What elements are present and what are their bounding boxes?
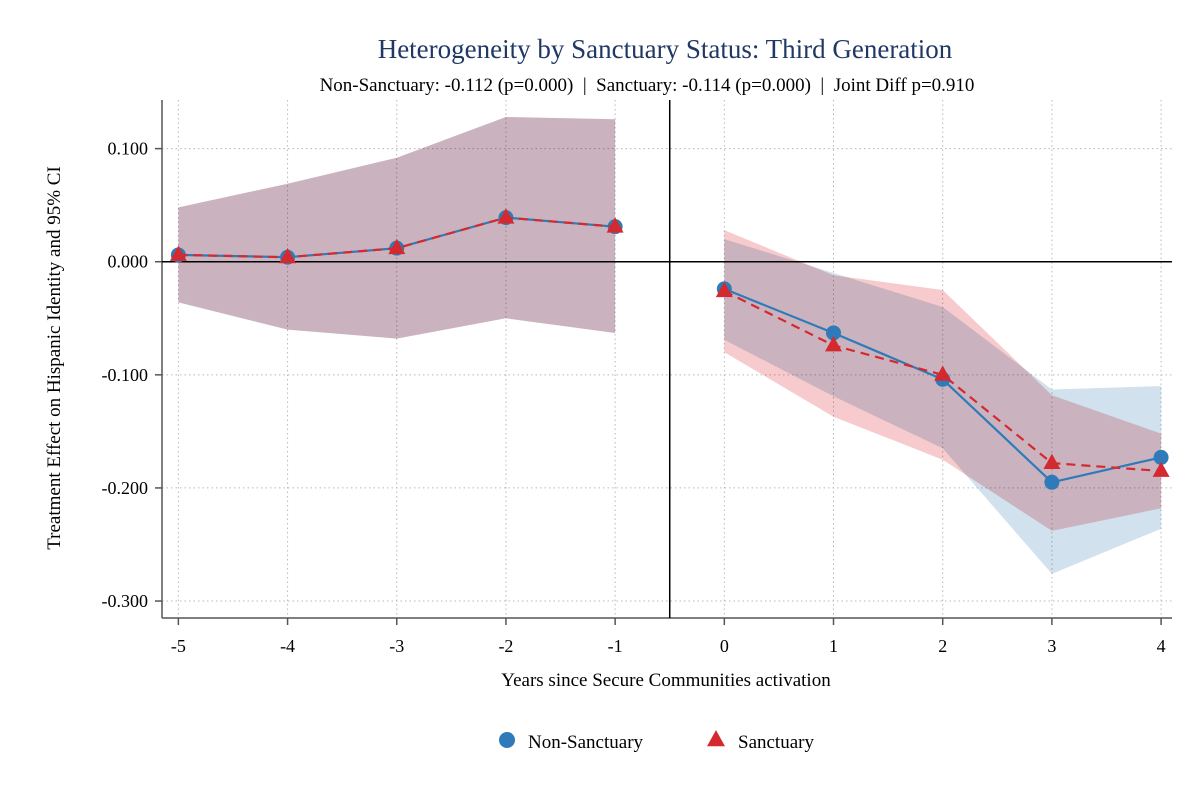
- x-tick-label-4: -1: [608, 636, 623, 656]
- legend-marker-sanctuary: [707, 730, 725, 747]
- y-tick-label-0: 0.100: [108, 139, 149, 159]
- x-tick-label-7: 2: [938, 636, 947, 656]
- y-axis-label: Treatment Effect on Hispanic Identity an…: [44, 166, 65, 550]
- point-sanctuary-1-0: [715, 281, 733, 298]
- legend: Non-Sanctuary Sanctuary: [499, 730, 814, 753]
- point-sanctuary-1-3: [1043, 453, 1061, 469]
- y-tick-label-3: -0.200: [102, 478, 149, 498]
- x-tick-label-3: -2: [498, 636, 513, 656]
- point-non-sanctuary-1-1: [826, 325, 842, 341]
- legend-marker-non-sanctuary: [499, 732, 515, 748]
- point-sanctuary-1-4: [1152, 461, 1170, 477]
- x-tick-label-9: 4: [1157, 636, 1166, 656]
- point-sanctuary-0-0: [169, 245, 187, 261]
- y-tick-label-1: 0.000: [108, 252, 149, 272]
- plot-area: 0.100 0.000 -0.100 -0.200 -0.300 -5 -4 -3 -2 -1 0 1…: [102, 100, 1172, 656]
- point-sanctuary-0-4: [606, 217, 624, 233]
- y-tick-label-4: -0.300: [102, 591, 149, 611]
- point-sanctuary-0-1: [279, 247, 297, 264]
- chart-title: Heterogeneity by Sanctuary Status: Third…: [378, 34, 953, 64]
- point-sanctuary-1-1: [825, 336, 842, 352]
- x-tick-label-2: -3: [389, 636, 404, 656]
- chart-subtitle: Non-Sanctuary: -0.112 (p=0.000) | Sanctu…: [320, 75, 975, 96]
- point-sanctuary-0-2: [388, 238, 406, 255]
- legend-label-non-sanctuary: Non-Sanctuary: [528, 732, 644, 753]
- x-tick-label-1: -4: [280, 636, 295, 656]
- ci-band-sanctuary-0: [178, 117, 616, 339]
- x-tick-label-0: -5: [171, 636, 186, 656]
- x-tick-label-8: 3: [1047, 636, 1056, 656]
- x-tick-label-6: 1: [829, 636, 838, 656]
- x-axis-label: Years since Secure Communities activatio…: [501, 670, 831, 691]
- series-line-sanctuary-1: [723, 290, 1162, 473]
- y-tick-label-2: -0.100: [102, 365, 149, 385]
- legend-label-sanctuary: Sanctuary: [738, 732, 814, 753]
- point-non-sanctuary-1-3: [1044, 474, 1060, 490]
- point-sanctuary-1-2: [934, 365, 952, 381]
- x-tick-label-5: 0: [720, 636, 729, 656]
- point-non-sanctuary-1-4: [1153, 449, 1169, 465]
- point-sanctuary-0-3: [497, 208, 515, 224]
